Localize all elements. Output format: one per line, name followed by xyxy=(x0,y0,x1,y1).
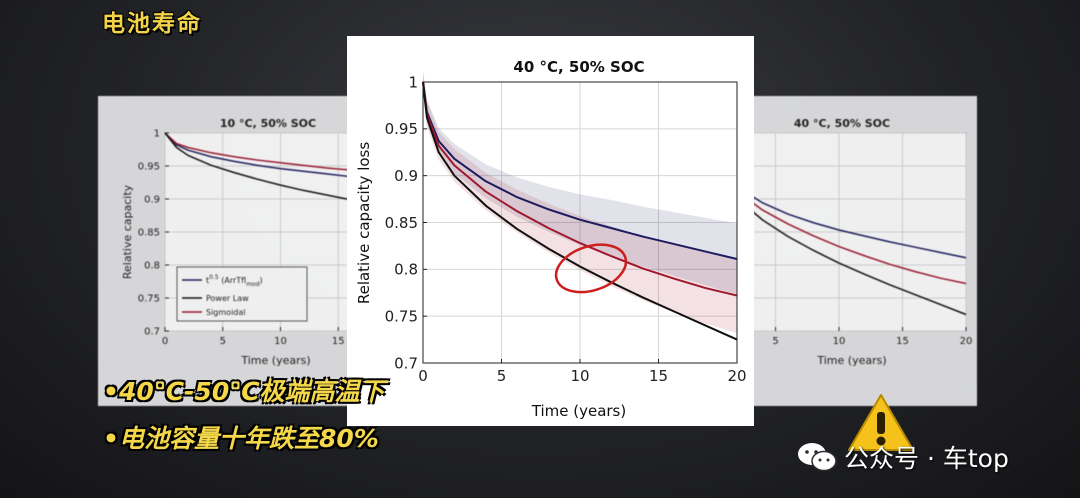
left-y-tick-label: 0.9 xyxy=(144,195,160,206)
caption-line-1: •40℃-50℃极端高温下 xyxy=(103,377,385,406)
left-y-tick-label: 0.7 xyxy=(144,327,160,338)
watermark: 公众号 · 车top xyxy=(796,440,1009,474)
right-chart-title: 40 °C, 50% SOC xyxy=(794,117,890,130)
left-y-axis-label: Relative capacity xyxy=(121,184,134,279)
left-series-line-2 xyxy=(164,132,350,201)
main-y-tick-label: 0.8 xyxy=(394,261,418,279)
main-y-tick-label: 0.7 xyxy=(394,354,418,372)
main-y-tick-label: 1 xyxy=(408,73,418,91)
legend-entry-power-law: Power Law xyxy=(206,294,249,303)
right-chart: 5 10 15 20 40 °C, 50% SOC Time (years) xyxy=(752,117,973,367)
main-series-line-0 xyxy=(422,81,738,261)
legend-entry-t05: t0.5 (ArrTflmod) xyxy=(206,274,263,288)
main-y-tick-label: 0.75 xyxy=(385,307,418,325)
right-chart-panel: 5 10 15 20 40 °C, 50% SOC Time (years) xyxy=(752,96,977,406)
right-series-line-0 xyxy=(752,195,967,259)
right-x-tick-label: 5 xyxy=(772,336,778,347)
right-x-axis-label: Time (years) xyxy=(816,354,886,367)
main-y-tick-label: 0.95 xyxy=(385,120,418,138)
left-y-tick-label: 1 xyxy=(154,129,160,140)
left-x-tick-label: 15 xyxy=(332,336,345,347)
left-x-tick-label: 10 xyxy=(274,336,287,347)
main-series-line-1 xyxy=(422,81,738,297)
main-x-tick-label: 5 xyxy=(497,367,507,385)
right-x-tick-label: 15 xyxy=(896,336,909,347)
left-series-line-1 xyxy=(164,132,350,171)
main-x-axis-label: Time (years) xyxy=(531,402,626,420)
wechat-icon xyxy=(798,443,837,472)
main-chart: 0 5 10 15 20 0.7 0.75 0.8 0.85 0.9 0.95 1 40 °C, 50… xyxy=(355,58,747,420)
main-x-tick-label: 20 xyxy=(727,367,746,385)
caption-line-2: •电池容量十年跌至80% xyxy=(103,424,379,453)
left-y-tick-label: 0.85 xyxy=(138,228,160,239)
main-x-tick-label: 15 xyxy=(649,367,668,385)
left-y-tick-label: 0.95 xyxy=(138,162,160,173)
left-chart-panel: 0 5 10 15 0.7 0.75 0.8 0.85 0.9 0.95 1 10 °C, 50% … xyxy=(98,96,350,406)
main-y-tick-label: 0.85 xyxy=(385,214,418,232)
main-chart-panel: 0 5 10 15 20 0.7 0.75 0.8 0.85 0.9 0.95 1 40 °C, 50… xyxy=(347,36,754,426)
left-y-tick-label: 0.75 xyxy=(138,294,160,305)
main-confidence-band-1 xyxy=(423,70,737,334)
main-y-axis-label: Relative capacity loss xyxy=(355,142,373,305)
left-x-tick-label: 0 xyxy=(162,336,168,347)
main-chart-title: 40 °C, 50% SOC xyxy=(513,58,644,76)
left-series-line-0 xyxy=(164,132,350,178)
left-legend: t0.5 (ArrTflmod) Power Law Sigmoidal xyxy=(176,266,308,322)
left-y-tick-label: 0.8 xyxy=(144,261,160,272)
left-x-tick-label: 5 xyxy=(220,336,226,347)
left-x-axis-label: Time (years) xyxy=(240,354,310,367)
right-series-line-1 xyxy=(752,201,967,285)
main-series-line-2 xyxy=(422,81,738,341)
legend-entry-sigmoidal: Sigmoidal xyxy=(206,308,246,317)
main-x-tick-label: 0 xyxy=(418,367,428,385)
main-x-tick-label: 10 xyxy=(570,367,589,385)
warning-icon xyxy=(848,394,914,451)
left-chart: 0 5 10 15 0.7 0.75 0.8 0.85 0.9 0.95 1 10 °C, 50% … xyxy=(121,117,350,367)
main-y-tick-label: 0.9 xyxy=(394,167,418,185)
watermark-text: 公众号 · 车top xyxy=(844,444,1009,473)
right-x-tick-label: 20 xyxy=(960,336,973,347)
corner-title: 电池寿命 xyxy=(102,11,202,37)
right-x-tick-label: 10 xyxy=(833,336,846,347)
main-confidence-band-0 xyxy=(423,70,737,295)
left-chart-title: 10 °C, 50% SOC xyxy=(220,117,316,130)
annotation-circle xyxy=(554,243,628,294)
right-series-line-2 xyxy=(752,210,967,316)
